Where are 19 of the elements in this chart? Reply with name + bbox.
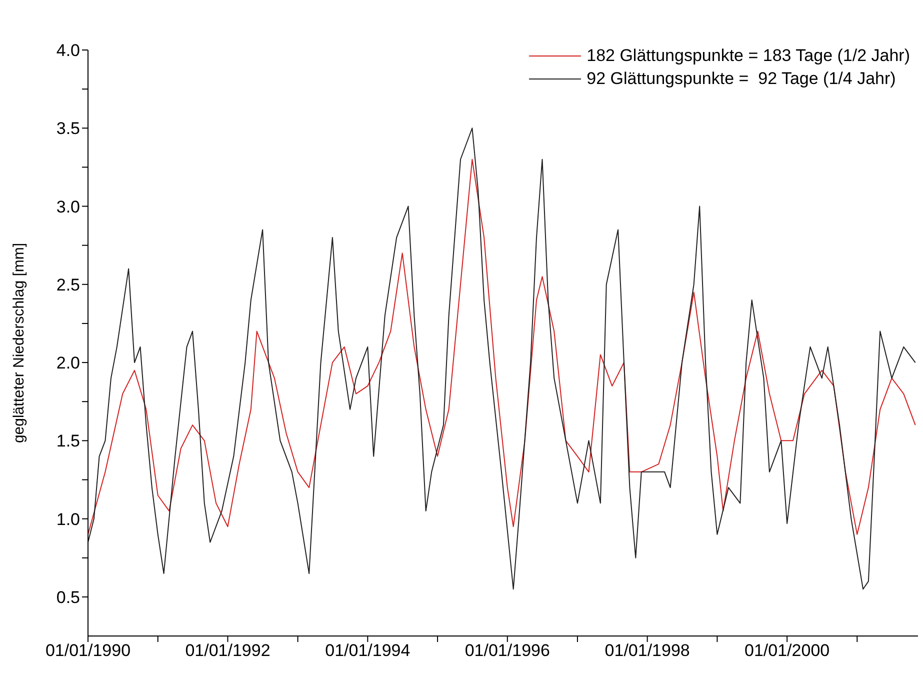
legend-label: 182 Glättungspunkte = 183 Tage (1/2 Jahr) bbox=[586, 46, 910, 66]
y-tick-label: 4.0 bbox=[56, 41, 80, 60]
x-tick-label: 01/01/2000 bbox=[744, 641, 830, 660]
line-series bbox=[88, 158, 916, 535]
y-tick-label: 3.5 bbox=[56, 119, 80, 138]
line-series bbox=[88, 128, 916, 590]
x-tick-label: 01/01/1992 bbox=[185, 641, 270, 660]
x-tick-label: 01/01/1998 bbox=[604, 641, 690, 660]
y-tick-label: 2.0 bbox=[56, 354, 80, 373]
y-tick-label: 2.5 bbox=[56, 275, 80, 294]
y-tick-label: 1.0 bbox=[56, 510, 80, 529]
y-axis-title: geglätteter Niederschlag [mm] bbox=[10, 242, 28, 444]
x-tick-label: 01/01/1994 bbox=[325, 641, 410, 660]
x-tick-label: 01/01/1996 bbox=[464, 641, 550, 660]
x-tick-label: 01/01/1990 bbox=[45, 641, 131, 660]
legend-label: 92 Glättungspunkte = 92 Tage (1/4 Jahr) bbox=[586, 68, 896, 88]
y-tick-label: 3.0 bbox=[56, 197, 80, 216]
y-tick-label: 1.5 bbox=[56, 432, 80, 451]
y-tick-label: 0.5 bbox=[56, 588, 80, 607]
